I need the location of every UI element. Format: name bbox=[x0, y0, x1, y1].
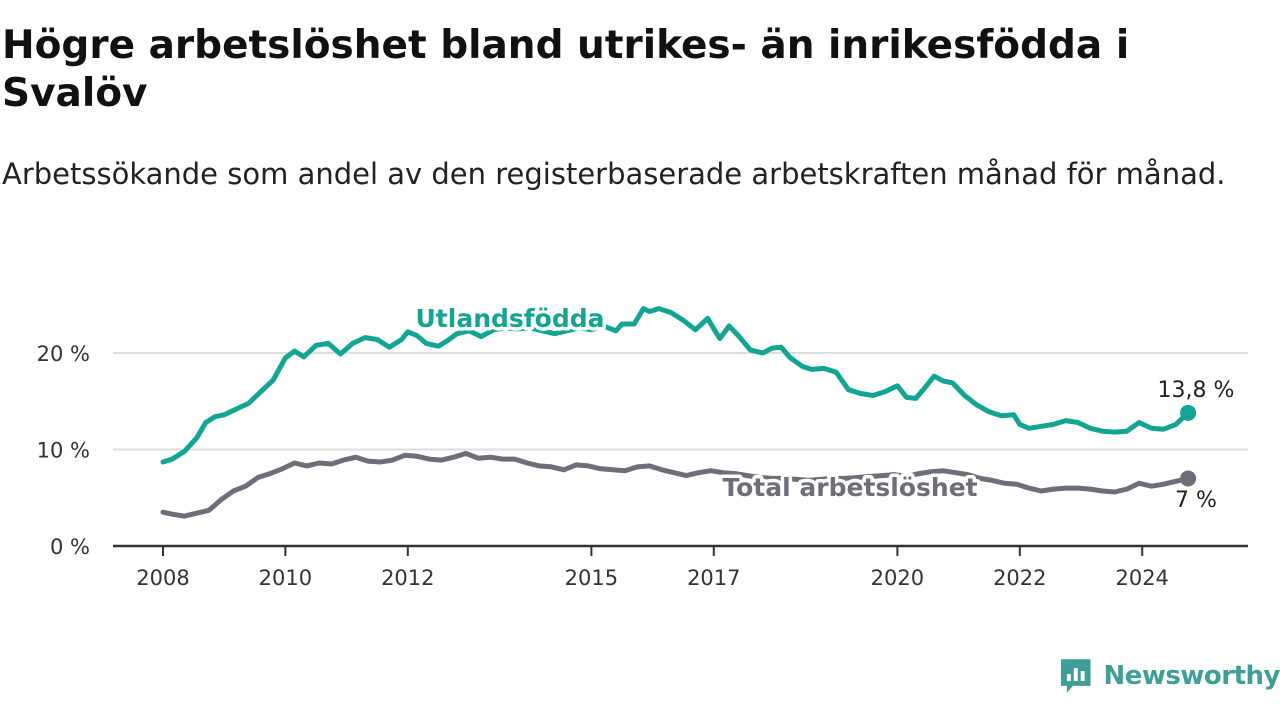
x-tick-label: 2020 bbox=[871, 566, 924, 590]
x-axis-tick-labels: 2008 2010 2012 2015 2017 2020 2022 2024 bbox=[136, 566, 1169, 590]
x-tick-label: 2024 bbox=[1115, 566, 1168, 590]
x-tick-label: 2012 bbox=[381, 566, 434, 590]
line-chart: 0 % 10 % 20 % 2008 2010 2012 2015 2017 2020 2022… bbox=[36, 301, 1248, 590]
total-series-line bbox=[160, 450, 1191, 519]
newsworthy-logo-icon bbox=[1060, 659, 1091, 693]
brand-name: Newsworthy bbox=[1103, 661, 1280, 691]
total-end-label: 7 % bbox=[1175, 488, 1217, 513]
total-end-point bbox=[1180, 470, 1197, 487]
x-axis bbox=[113, 544, 1248, 556]
x-tick-label: 2017 bbox=[687, 566, 740, 590]
series-labels: Utlandsfödda Total arbetslöshet 13,8 % 7 % bbox=[412, 301, 1237, 516]
foreign-born-end-point bbox=[1180, 404, 1197, 421]
brand-logo: Newsworthy bbox=[1058, 654, 1280, 698]
chart-subtitle: Arbetssökande som andel av den registerb… bbox=[2, 157, 1226, 191]
foreign-born-end-label: 13,8 % bbox=[1158, 378, 1235, 403]
series-lines bbox=[160, 306, 1197, 519]
y-tick-label: 10 % bbox=[37, 439, 90, 463]
y-tick-label: 20 % bbox=[37, 342, 90, 366]
y-tick-label: 0 % bbox=[50, 535, 90, 559]
x-tick-label: 2015 bbox=[565, 566, 618, 590]
x-tick-label: 2010 bbox=[259, 566, 312, 590]
y-axis-tick-labels: 0 % 10 % 20 % bbox=[37, 342, 90, 559]
foreign-born-series-line bbox=[160, 306, 1191, 465]
foreign-born-series-label: Utlandsfödda bbox=[416, 304, 605, 333]
grid-lines bbox=[113, 352, 1248, 451]
chart-title: Högre arbetslöshet bland utrikes- än inr… bbox=[2, 23, 1130, 116]
x-tick-label: 2008 bbox=[136, 566, 189, 590]
total-series-label: Total arbetslöshet bbox=[722, 473, 977, 502]
x-tick-label: 2022 bbox=[993, 566, 1046, 590]
